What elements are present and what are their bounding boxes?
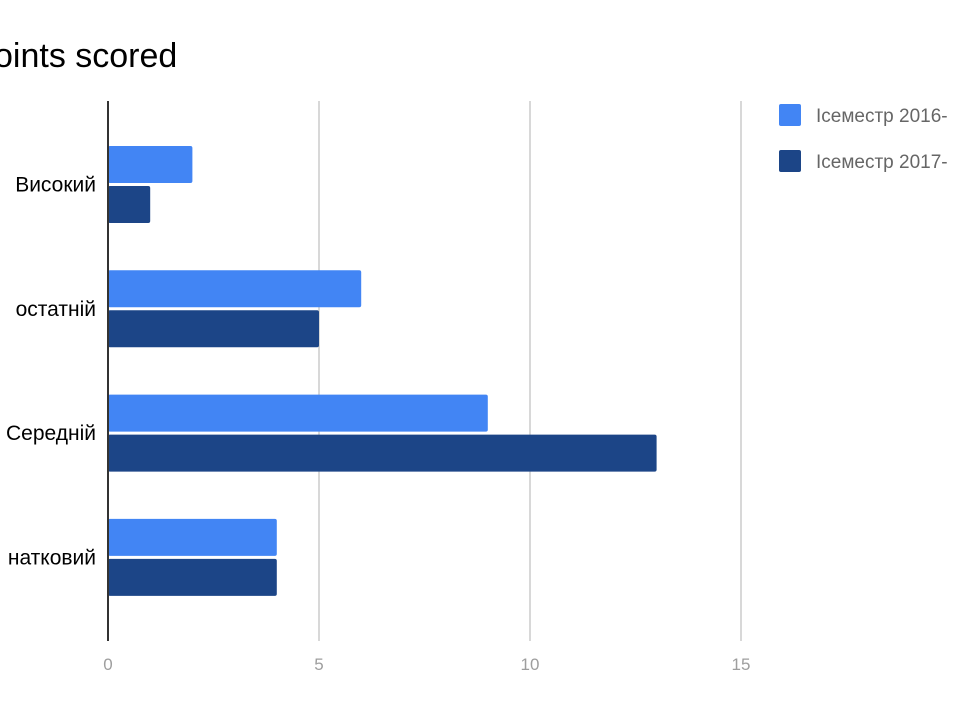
bars <box>108 146 657 596</box>
legend: Ісеместр 2016- Ісеместр 2017- <box>779 104 948 173</box>
legend-label: Ісеместр 2017- <box>816 152 948 173</box>
bar <box>108 434 657 472</box>
bar <box>108 310 319 348</box>
bar <box>108 186 151 223</box>
x-tick-labels: 0 5 10 15 <box>103 655 750 674</box>
bar <box>108 518 277 556</box>
bar <box>108 394 488 432</box>
legend-swatch <box>779 104 801 126</box>
x-tick-label: 5 <box>314 655 323 674</box>
category-labels: Високий остатній Середній натковий <box>6 174 96 570</box>
category-label: Середній <box>6 422 96 445</box>
bar <box>108 270 362 308</box>
chart-title: oints scored <box>0 37 177 75</box>
bar <box>108 146 193 183</box>
legend-label: Ісеместр 2016- <box>816 106 948 127</box>
category-label: натковий <box>8 546 96 569</box>
legend-swatch <box>779 150 801 172</box>
x-tick-label: 15 <box>732 655 751 674</box>
category-label: остатній <box>16 298 96 321</box>
x-tick-label: 0 <box>103 655 112 674</box>
category-label: Високий <box>15 174 96 197</box>
bar <box>108 558 277 596</box>
grid <box>318 101 742 641</box>
x-tick-label: 10 <box>521 655 540 674</box>
